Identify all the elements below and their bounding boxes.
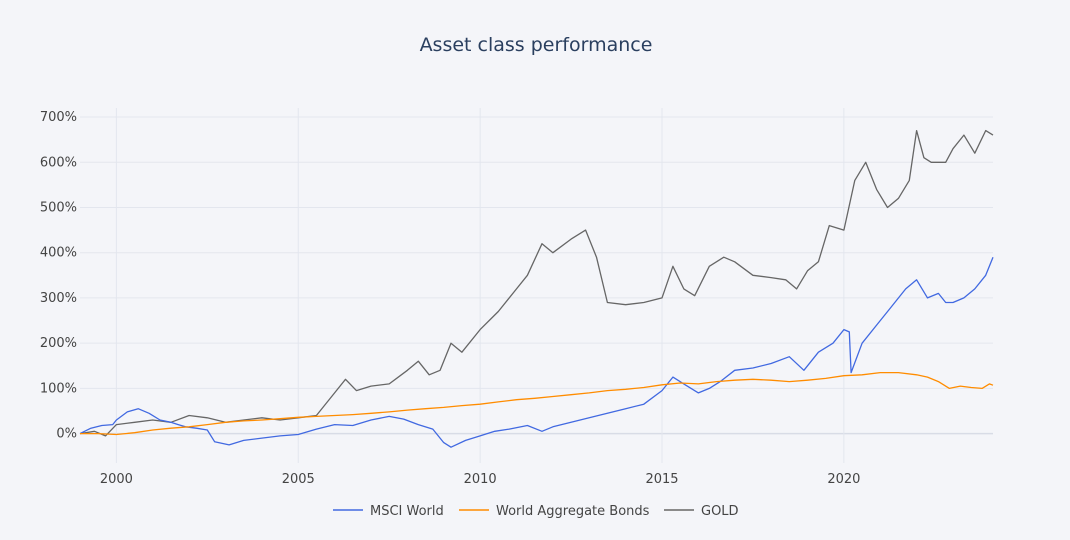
y-tick-label: 500% [40, 200, 77, 215]
x-tick-label: 2015 [645, 472, 678, 487]
legend-item-gold[interactable]: GOLD [664, 504, 739, 519]
x-tick-label: 2010 [464, 472, 497, 487]
y-tick-label: 300% [40, 291, 77, 306]
axis-layer: 0% 100% 200% 300% 400% 500% 600% 700% 2000 2005 20… [40, 110, 861, 487]
chart-title: Asset class performance [420, 34, 653, 56]
x-tick-label: 2005 [282, 472, 315, 487]
series-layer [79, 129, 994, 448]
legend-item-msci-world[interactable]: MSCI World [333, 504, 444, 519]
series-line-world-aggregate-bonds[interactable] [80, 371, 994, 436]
legend-label: World Aggregate Bonds [496, 504, 650, 519]
y-tick-label: 200% [40, 336, 77, 351]
legend-label: GOLD [701, 504, 739, 519]
grid-layer [80, 108, 993, 463]
series-line-gold[interactable] [79, 129, 994, 437]
x-tick-label: 2000 [100, 472, 133, 487]
y-tick-label: 400% [40, 246, 77, 261]
y-tick-label: 600% [40, 155, 77, 170]
y-tick-label: 700% [40, 110, 77, 125]
y-tick-label: 100% [40, 381, 77, 396]
legend[interactable]: MSCI World World Aggregate Bonds GOLD [333, 504, 739, 519]
legend-item-world-aggregate-bonds[interactable]: World Aggregate Bonds [459, 504, 650, 519]
legend-label: MSCI World [370, 504, 444, 519]
y-tick-label: 0% [56, 427, 77, 442]
x-tick-label: 2020 [827, 472, 860, 487]
series-line-msci-world[interactable] [79, 256, 994, 448]
